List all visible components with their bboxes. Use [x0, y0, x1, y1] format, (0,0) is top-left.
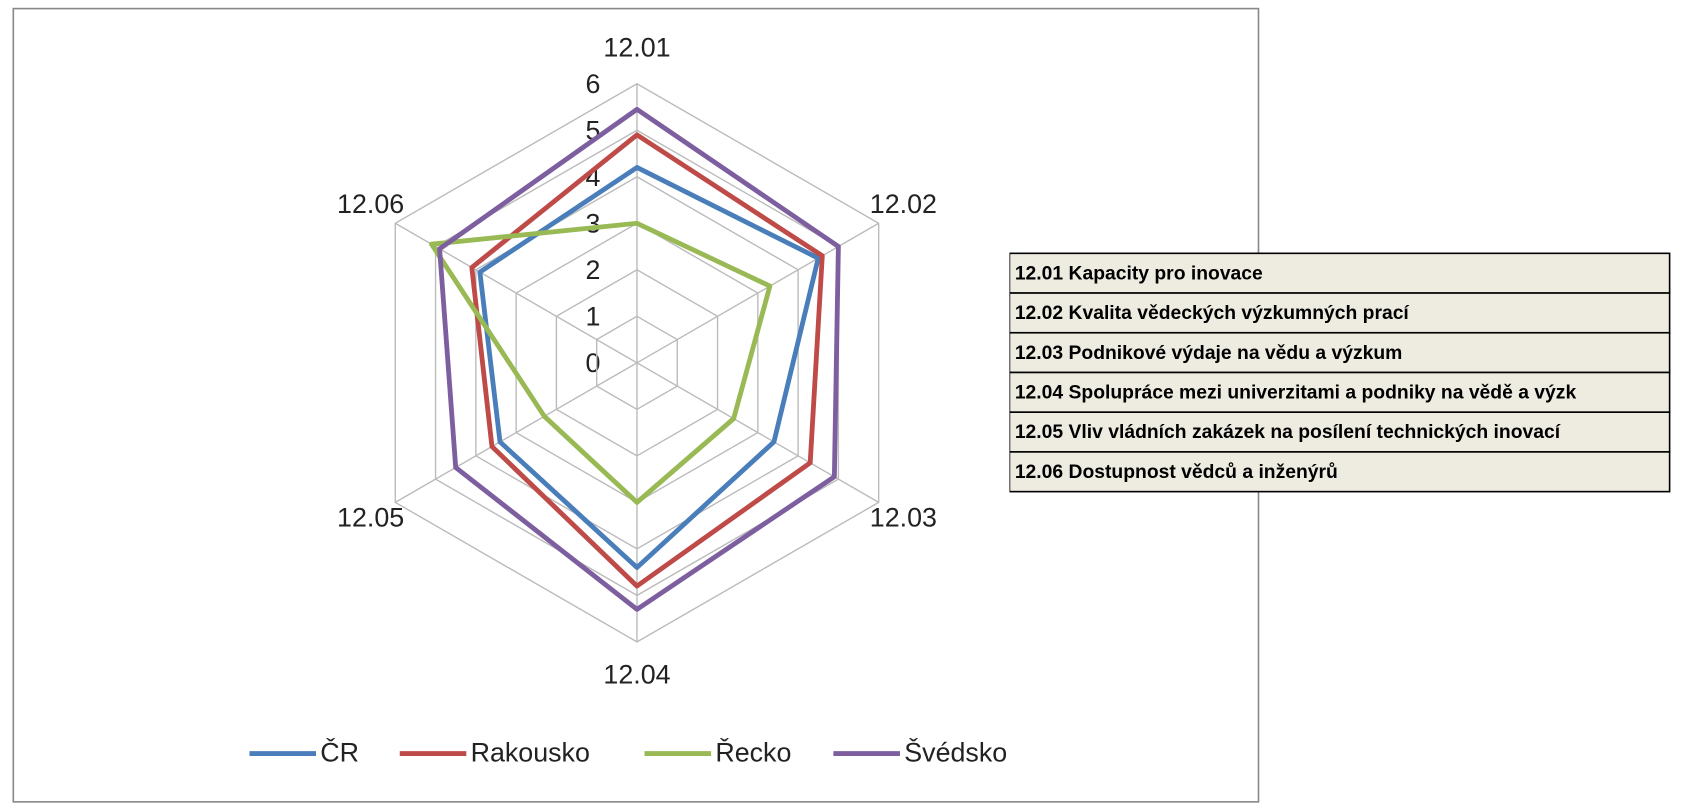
legend-label: Řecko	[715, 737, 791, 768]
series-line	[437, 106, 841, 612]
series-line	[477, 165, 821, 570]
series-line	[429, 220, 773, 505]
axis-label: 12.01	[603, 32, 670, 62]
table-row	[1009, 451, 1671, 493]
table-row	[1009, 292, 1671, 334]
table-row	[1009, 252, 1671, 294]
r-tick-label: 1	[586, 302, 601, 332]
axis-label: 12.02	[870, 189, 937, 219]
table-cell: 12.01 Kapacity pro inovace	[1015, 263, 1263, 284]
axis-label: 12.05	[337, 503, 404, 533]
legend-label: ČR	[320, 737, 359, 768]
table-cell: 12.06 Dostupnost vědců a inženýrů	[1015, 461, 1338, 483]
notes-table: 12.01 Kapacity pro inovace 12.02 Kvalita …	[1009, 252, 1671, 493]
r-tick-label: 2	[586, 255, 601, 285]
legend-label: Rakousko	[471, 738, 590, 768]
radar-plot	[429, 106, 841, 612]
r-tick-label: 6	[586, 69, 601, 99]
table-cell: 12.04 Spolupráce mezi univerzitami a pod…	[1015, 383, 1577, 404]
spoke	[394, 362, 638, 503]
spoke	[636, 362, 880, 503]
table-cell: 12.02 Kvalita vědeckých výzkumných prací	[1015, 303, 1410, 324]
r-tick-label: 3	[586, 209, 601, 239]
axis-label: 12.06	[337, 189, 404, 219]
table-cell: 12.03 Podnikové výdaje na vědu a výzkum	[1015, 343, 1403, 364]
r-tick-label: 0	[586, 348, 601, 378]
table-row	[1009, 331, 1671, 374]
series-line	[469, 132, 825, 589]
table-row	[1009, 371, 1671, 414]
axis-label: 12.04	[603, 659, 670, 689]
legend-label: Švédsko	[904, 737, 1007, 768]
table-cell: 12.05 Vliv vládních zakázek na posílení …	[1015, 422, 1561, 443]
legend: ČR Rakousko Řecko Švédsko	[249, 737, 1007, 768]
table-row	[1009, 411, 1671, 453]
axis-label: 12.03	[870, 503, 937, 533]
